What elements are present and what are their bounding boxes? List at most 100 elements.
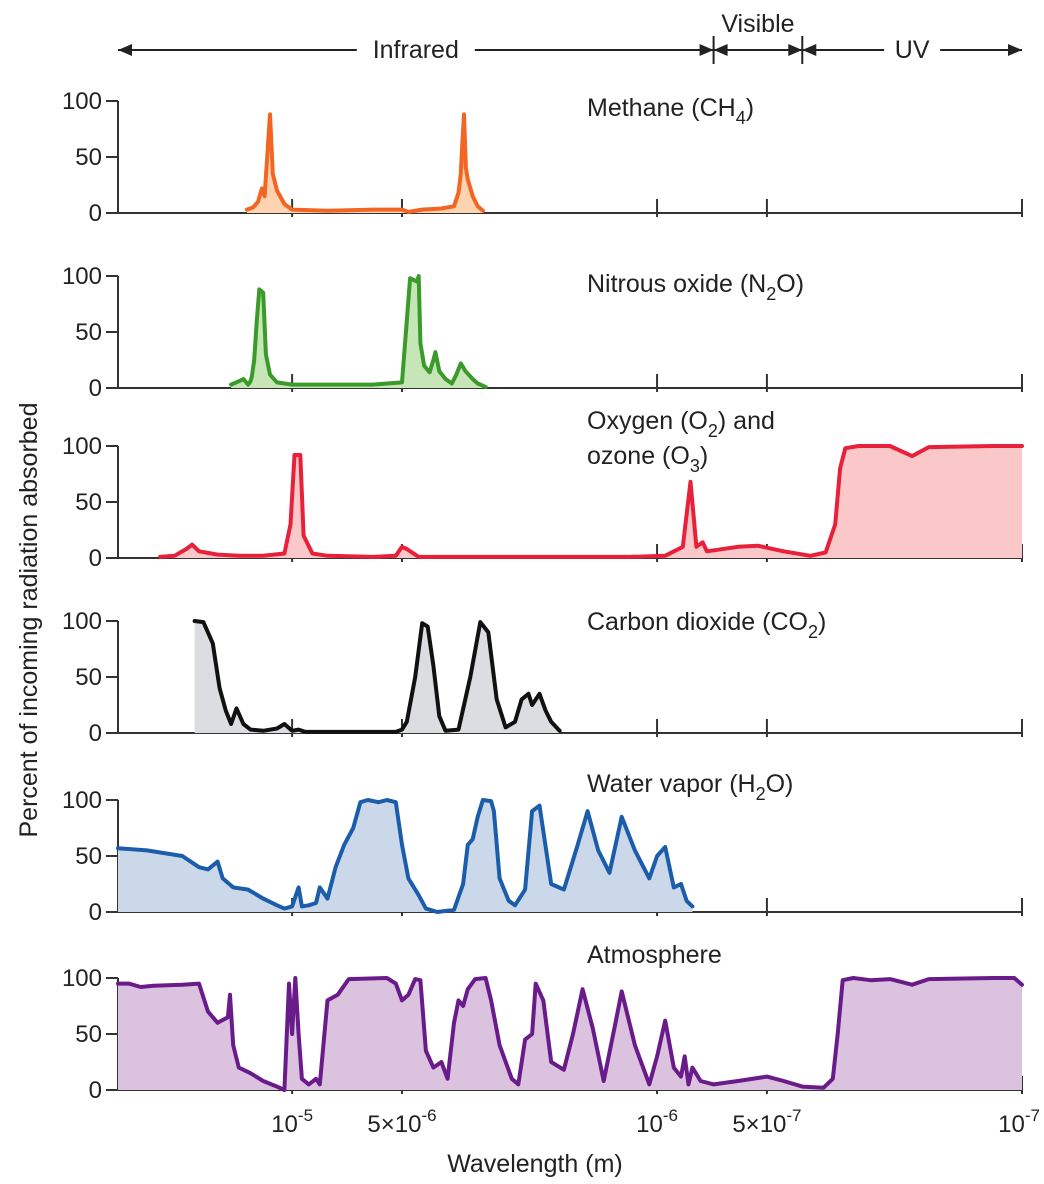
x-tick-exponent: -7: [786, 1106, 801, 1125]
series-line: [244, 112, 485, 214]
title-part: ): [700, 442, 708, 470]
y-tick-label: 100: [62, 88, 102, 115]
series-area: [160, 446, 1023, 558]
title-part: (H: [729, 770, 755, 798]
title-space: [684, 94, 691, 122]
panel-title: Water vapor (H2O): [587, 770, 793, 804]
y-tick-label: 100: [62, 787, 102, 814]
x-tick-exponent: -5: [298, 1106, 313, 1125]
panel-nitrous-oxide: 0 50 100 Nitrous oxide (N2O): [62, 263, 1023, 402]
y-tick-label: 0: [89, 1077, 102, 1104]
y-tick-label: 100: [62, 965, 102, 992]
x-tick-base: 10: [271, 1111, 298, 1138]
title-subscript: 3: [690, 456, 700, 476]
panel-title-line2: ozone (O3): [587, 442, 708, 476]
x-tick-base: 10: [760, 1111, 787, 1138]
y-tick-label: 50: [75, 319, 102, 346]
title-subscript: 2: [766, 284, 776, 304]
x-tick-label: 5×10-7: [732, 1106, 801, 1138]
series-name: Methane: [587, 94, 684, 122]
panels: 0 50 100 Methane (CH4) 0 50 100 Nitrous oxide (…: [62, 88, 1024, 1104]
series-line: [158, 444, 1024, 559]
panel-methane: 0 50 100 Methane (CH4): [62, 88, 1023, 227]
panel-atmosphere: 0 50 100 Atmosphere: [62, 941, 1024, 1104]
series-name: Nitrous oxide: [587, 270, 733, 298]
title-part: ): [746, 94, 754, 122]
series-line: [116, 798, 695, 914]
series-line: [192, 619, 562, 734]
title-subscript: 2: [756, 784, 766, 804]
title-space: [755, 608, 762, 636]
x-tick-label: 10-7: [998, 1106, 1040, 1138]
y-tick-label: 100: [62, 263, 102, 290]
band-arrowhead: [788, 44, 803, 56]
y-tick-label: 50: [75, 1021, 102, 1048]
panel-title: Nitrous oxide (N2O): [587, 270, 804, 304]
y-tick-label: 50: [75, 843, 102, 870]
y-tick-label: 0: [89, 200, 102, 227]
y-tick-label: 0: [89, 545, 102, 572]
x-tick-base: 10: [998, 1111, 1025, 1138]
x-tick-exponent: -7: [1025, 1106, 1040, 1125]
title-space: [722, 770, 729, 798]
x-axis-title: Wavelength (m): [447, 1150, 623, 1178]
x-tick-base: 10: [395, 1111, 422, 1138]
band-arrowhead: [1008, 44, 1022, 56]
title-space: [733, 270, 740, 298]
y-tick-label: 100: [62, 433, 102, 460]
x-tick-label: 10-5: [271, 1106, 313, 1138]
band-arrowhead: [713, 44, 728, 56]
panel-carbon-dioxide: 0 50 100 Carbon dioxide (CO2): [62, 608, 1023, 747]
title-part: O): [776, 270, 804, 298]
x-tick-mantissa: 5×: [367, 1111, 394, 1138]
series-line: [116, 976, 1024, 1092]
y-tick-label: 50: [75, 664, 102, 691]
title-part: (N: [740, 270, 766, 298]
title-subscript: 4: [736, 108, 746, 128]
y-tick-label: 50: [75, 144, 102, 171]
series-line: [229, 274, 488, 389]
y-axis-title: Percent of incoming radiation absorbed: [15, 403, 43, 838]
series-name: Carbon dioxide: [587, 608, 755, 636]
x-tick-base: 10: [636, 1111, 663, 1138]
band-arrowhead: [802, 44, 817, 56]
series-area: [118, 978, 1022, 1090]
panel-title: Methane (CH4): [587, 94, 754, 128]
x-tick-label: 10-6: [636, 1106, 678, 1138]
spectral-bands: Infrared Visible UV: [118, 10, 1022, 64]
title-subscript: 2: [708, 421, 718, 441]
title-part: (CO: [762, 608, 808, 636]
title-part: ): [818, 608, 826, 636]
x-tick-exponent: -6: [421, 1106, 436, 1125]
y-tick-label: 0: [89, 720, 102, 747]
panel-water-vapor: 0 50 100 Water vapor (H2O): [62, 770, 1023, 926]
y-tick-label: 0: [89, 899, 102, 926]
series-name: Water vapor: [587, 770, 722, 798]
panel-title: Carbon dioxide (CO2): [587, 608, 826, 642]
series-area: [194, 621, 560, 733]
panel-title: Atmosphere: [587, 941, 722, 969]
y-tick-label: 50: [75, 489, 102, 516]
band-arrowhead: [699, 44, 714, 56]
y-tick-label: 100: [62, 608, 102, 635]
series-name: Atmosphere: [587, 941, 722, 969]
title-subscript: 2: [808, 622, 818, 642]
band-label-visible: Visible: [721, 10, 794, 38]
x-tick-label: 5×10-6: [367, 1106, 436, 1138]
band-label-infrared: Infrared: [373, 36, 459, 64]
title-part: ozone (O: [587, 442, 690, 470]
y-tick-label: 0: [89, 375, 102, 402]
band-label-uv: UV: [895, 36, 930, 64]
title-part: (CH: [691, 94, 735, 122]
title-part: O): [766, 770, 794, 798]
band-arrowhead: [118, 44, 132, 56]
title-part: Oxygen (O: [587, 407, 708, 435]
x-axis: 10-5 5×10-6 10-6 5×10-7 10-7: [271, 1106, 1040, 1138]
x-tick-exponent: -6: [663, 1106, 678, 1125]
series-area: [118, 800, 693, 912]
panel-title: Oxygen (O2) and: [587, 407, 775, 441]
x-tick-mantissa: 5×: [732, 1111, 759, 1138]
series-area: [246, 114, 483, 213]
